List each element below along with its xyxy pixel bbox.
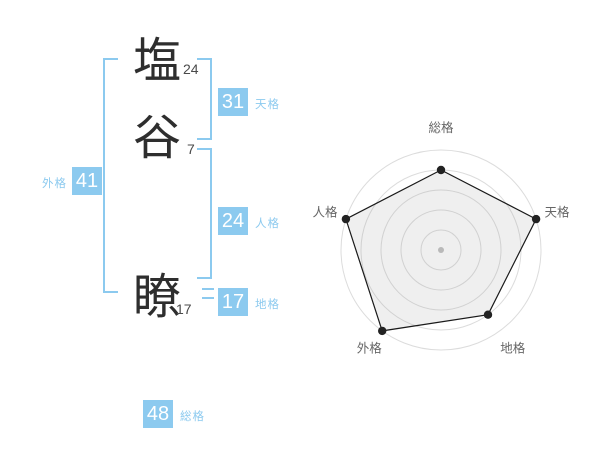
name-char-1: 塩 bbox=[132, 35, 181, 88]
name-char-3: 瞭 bbox=[132, 271, 181, 324]
radar-grid-ring-1 bbox=[420, 229, 462, 271]
soukaku-badge: 48 bbox=[143, 400, 173, 428]
chikaku-badge: 17 bbox=[218, 288, 248, 316]
jinkaku-bracket bbox=[197, 148, 212, 279]
chikaku-badge-label: 地格 bbox=[255, 299, 280, 311]
radar-grid-ring-3 bbox=[380, 189, 502, 311]
gaikaku-badge: 41 bbox=[72, 167, 102, 195]
radar-center-dot bbox=[438, 247, 444, 253]
radar-data-point-5 bbox=[341, 214, 351, 224]
radar-grid-ring-2 bbox=[400, 209, 482, 291]
radar-axis-label-3: 地格 bbox=[500, 341, 526, 356]
name-char-1-stroke-count: 24 bbox=[183, 61, 199, 77]
jinkaku-badge: 24 bbox=[218, 207, 248, 235]
tenkaku-bracket bbox=[197, 58, 212, 140]
gaikaku-badge-label: 外格 bbox=[42, 178, 67, 190]
radar-data-point-4 bbox=[378, 326, 387, 336]
tenkaku-badge: 31 bbox=[218, 88, 248, 116]
soukaku-badge-label: 総格 bbox=[180, 411, 205, 423]
radar-data-point-3 bbox=[483, 310, 493, 319]
chikaku-bracket-dash-bottom bbox=[202, 297, 214, 299]
radar-data-point-2 bbox=[531, 214, 541, 224]
radar-grid-ring-5 bbox=[340, 149, 542, 351]
jinkaku-badge-label: 人格 bbox=[255, 218, 280, 230]
name-char-3-stroke-count: 17 bbox=[176, 301, 192, 317]
gaikaku-bracket bbox=[103, 58, 118, 293]
radar-data-point-1 bbox=[436, 165, 446, 175]
fortune-radar-chart: 総格天格地格 外格 人格 bbox=[300, 118, 582, 372]
radar-axis-label-4: 外格 bbox=[357, 341, 383, 356]
radar-data-polygon bbox=[345, 169, 537, 332]
name-char-2: 谷 bbox=[132, 112, 181, 165]
radar-axis-label-2: 天格 bbox=[544, 204, 570, 219]
chikaku-bracket-dash-top bbox=[202, 288, 214, 290]
radar-axis-label-1: 総格 bbox=[428, 120, 454, 135]
name-char-2-stroke-count: 7 bbox=[187, 141, 195, 157]
radar-axis-label-5: 人格 bbox=[312, 204, 338, 219]
tenkaku-badge-label: 天格 bbox=[255, 99, 280, 111]
